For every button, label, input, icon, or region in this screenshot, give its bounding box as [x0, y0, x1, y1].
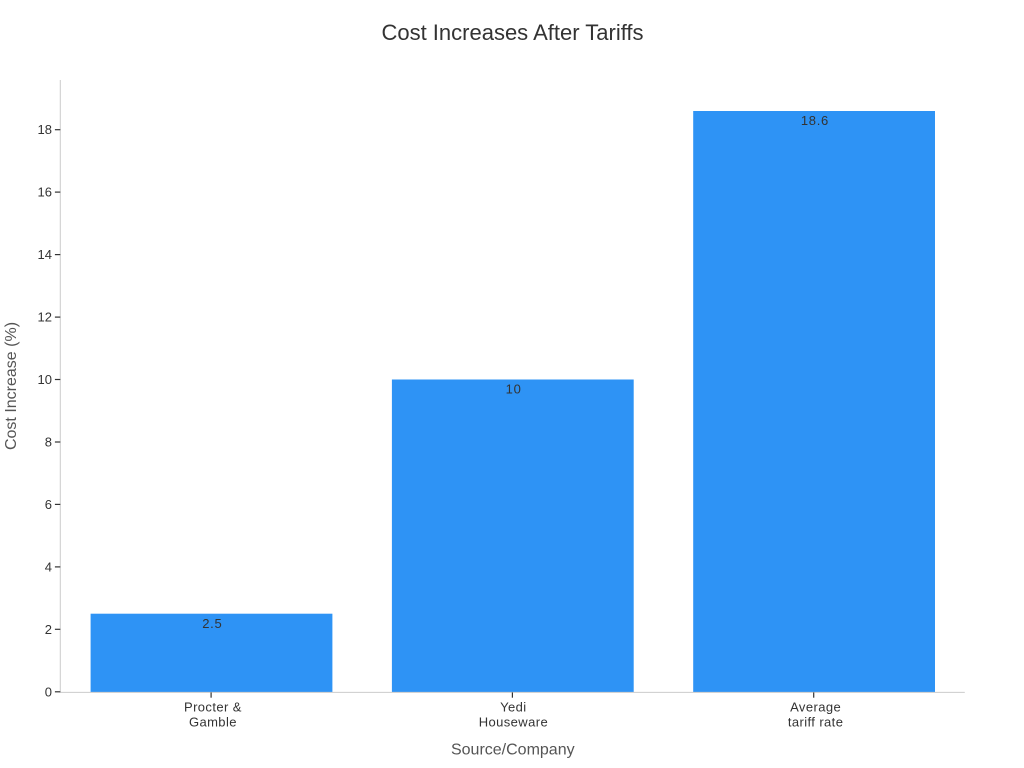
- svg-text:2: 2: [45, 622, 52, 637]
- svg-text:10: 10: [506, 382, 522, 397]
- svg-text:Gamble: Gamble: [189, 715, 237, 730]
- svg-text:0: 0: [45, 684, 52, 699]
- svg-text:8: 8: [45, 435, 52, 450]
- svg-text:6: 6: [45, 497, 52, 512]
- svg-text:Procter &: Procter &: [184, 700, 242, 715]
- svg-text:Yedi: Yedi: [500, 700, 526, 715]
- svg-text:2.5: 2.5: [202, 616, 222, 631]
- svg-text:Cost Increase (%): Cost Increase (%): [3, 322, 20, 450]
- svg-text:Houseware: Houseware: [479, 715, 548, 730]
- svg-text:12: 12: [38, 310, 52, 325]
- svg-text:tariff rate: tariff rate: [788, 715, 843, 730]
- svg-text:4: 4: [45, 559, 52, 574]
- svg-text:14: 14: [38, 247, 52, 262]
- svg-text:Average: Average: [790, 700, 841, 715]
- svg-text:18.6: 18.6: [801, 113, 829, 128]
- svg-text:Source/Company: Source/Company: [451, 742, 575, 759]
- svg-text:18: 18: [38, 122, 52, 137]
- svg-text:16: 16: [38, 185, 52, 200]
- svg-text:Cost Increases After Tariffs: Cost Increases After Tariffs: [381, 20, 643, 45]
- svg-text:10: 10: [38, 372, 52, 387]
